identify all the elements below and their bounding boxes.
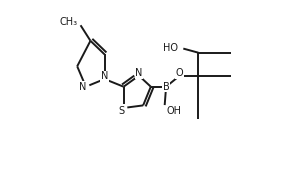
Text: HO: HO bbox=[163, 43, 178, 53]
Text: S: S bbox=[119, 106, 125, 115]
Text: OH: OH bbox=[166, 106, 181, 116]
Text: N: N bbox=[135, 68, 143, 78]
Text: CH₃: CH₃ bbox=[59, 17, 78, 27]
Text: B: B bbox=[163, 82, 170, 92]
Text: N: N bbox=[79, 82, 86, 92]
Text: O: O bbox=[176, 68, 184, 78]
Text: N: N bbox=[101, 72, 108, 81]
